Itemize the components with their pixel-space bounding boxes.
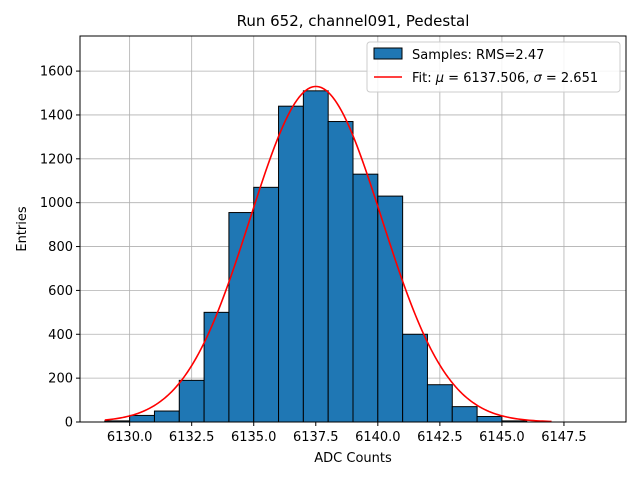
x-tick-label: 6142.5	[417, 430, 463, 445]
histogram-bar	[402, 333, 428, 423]
x-tick-label: 6140.0	[355, 430, 401, 445]
x-tick-label: 6137.5	[293, 430, 339, 445]
y-tick-label: 800	[48, 240, 73, 255]
legend-fit-mu-value: = 6137.506,	[444, 71, 533, 86]
gaussian-fit-curve	[104, 85, 552, 423]
histogram-bar	[476, 416, 503, 423]
y-tick-label: 1200	[40, 152, 73, 167]
legend-label-samples: Samples: RMS=2.47	[412, 48, 544, 63]
y-tick-label: 0	[65, 416, 73, 431]
y-tick-label: 1000	[40, 196, 73, 211]
histogram-bar	[203, 311, 230, 423]
legend-fit-sigma-value: = 2.651	[542, 71, 598, 86]
histogram-bar	[426, 384, 453, 423]
histogram-bar	[377, 195, 404, 423]
x-tick-label: 6145.0	[479, 430, 525, 445]
histogram-bar	[129, 414, 155, 423]
x-tick-label: 6130.0	[107, 430, 153, 445]
legend-fit-mu-symbol: μ	[435, 71, 444, 86]
legend-fit-prefix: Fit:	[412, 71, 436, 86]
histogram-bar	[352, 173, 379, 423]
histogram-bar	[178, 379, 205, 423]
histogram-bar	[451, 406, 478, 423]
x-tick-label: 6147.5	[541, 430, 587, 445]
y-tick-label: 1400	[40, 108, 73, 123]
legend-label-fit: Fit: μ = 6137.506, σ = 2.651	[412, 71, 598, 86]
y-tick-label: 1600	[40, 65, 73, 80]
legend: Samples: RMS=2.47 Fit: μ = 6137.506, σ =…	[366, 41, 621, 93]
y-tick-label: 200	[48, 372, 73, 387]
plot-frame	[79, 35, 627, 423]
x-axis-ticks: 6130.0 6132.5 6135.0 6137.5 6140.0 6142.5 6145…	[107, 422, 587, 445]
histogram-bar	[153, 410, 180, 423]
x-tick-label: 6132.5	[169, 430, 215, 445]
y-axis-ticks: 0 200 400 600 800 1000 1200 1400 1600	[40, 65, 80, 431]
x-tick-label: 6135.0	[231, 430, 277, 445]
chart-title: Run 652, channel091, Pedestal	[237, 12, 470, 30]
x-axis-label: ADC Counts	[314, 451, 392, 466]
legend-fit-sigma-symbol: σ	[534, 71, 543, 86]
histogram-bar	[327, 121, 354, 423]
y-tick-label: 400	[48, 328, 73, 343]
histogram-bar	[278, 105, 304, 423]
y-tick-label: 600	[48, 284, 73, 299]
histogram-bars	[104, 90, 528, 423]
legend-box	[366, 41, 621, 93]
legend-swatch-samples	[373, 47, 403, 60]
histogram-bar	[253, 186, 280, 423]
histogram-bar	[302, 90, 329, 423]
y-axis-label: Entries	[15, 206, 30, 252]
